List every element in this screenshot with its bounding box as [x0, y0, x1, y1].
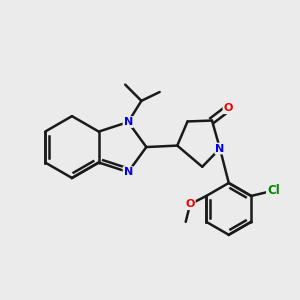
Text: N: N: [215, 143, 225, 154]
Text: Cl: Cl: [267, 184, 280, 197]
Text: N: N: [124, 167, 133, 177]
Text: O: O: [224, 103, 233, 113]
Text: N: N: [124, 117, 133, 127]
Text: O: O: [185, 199, 195, 209]
